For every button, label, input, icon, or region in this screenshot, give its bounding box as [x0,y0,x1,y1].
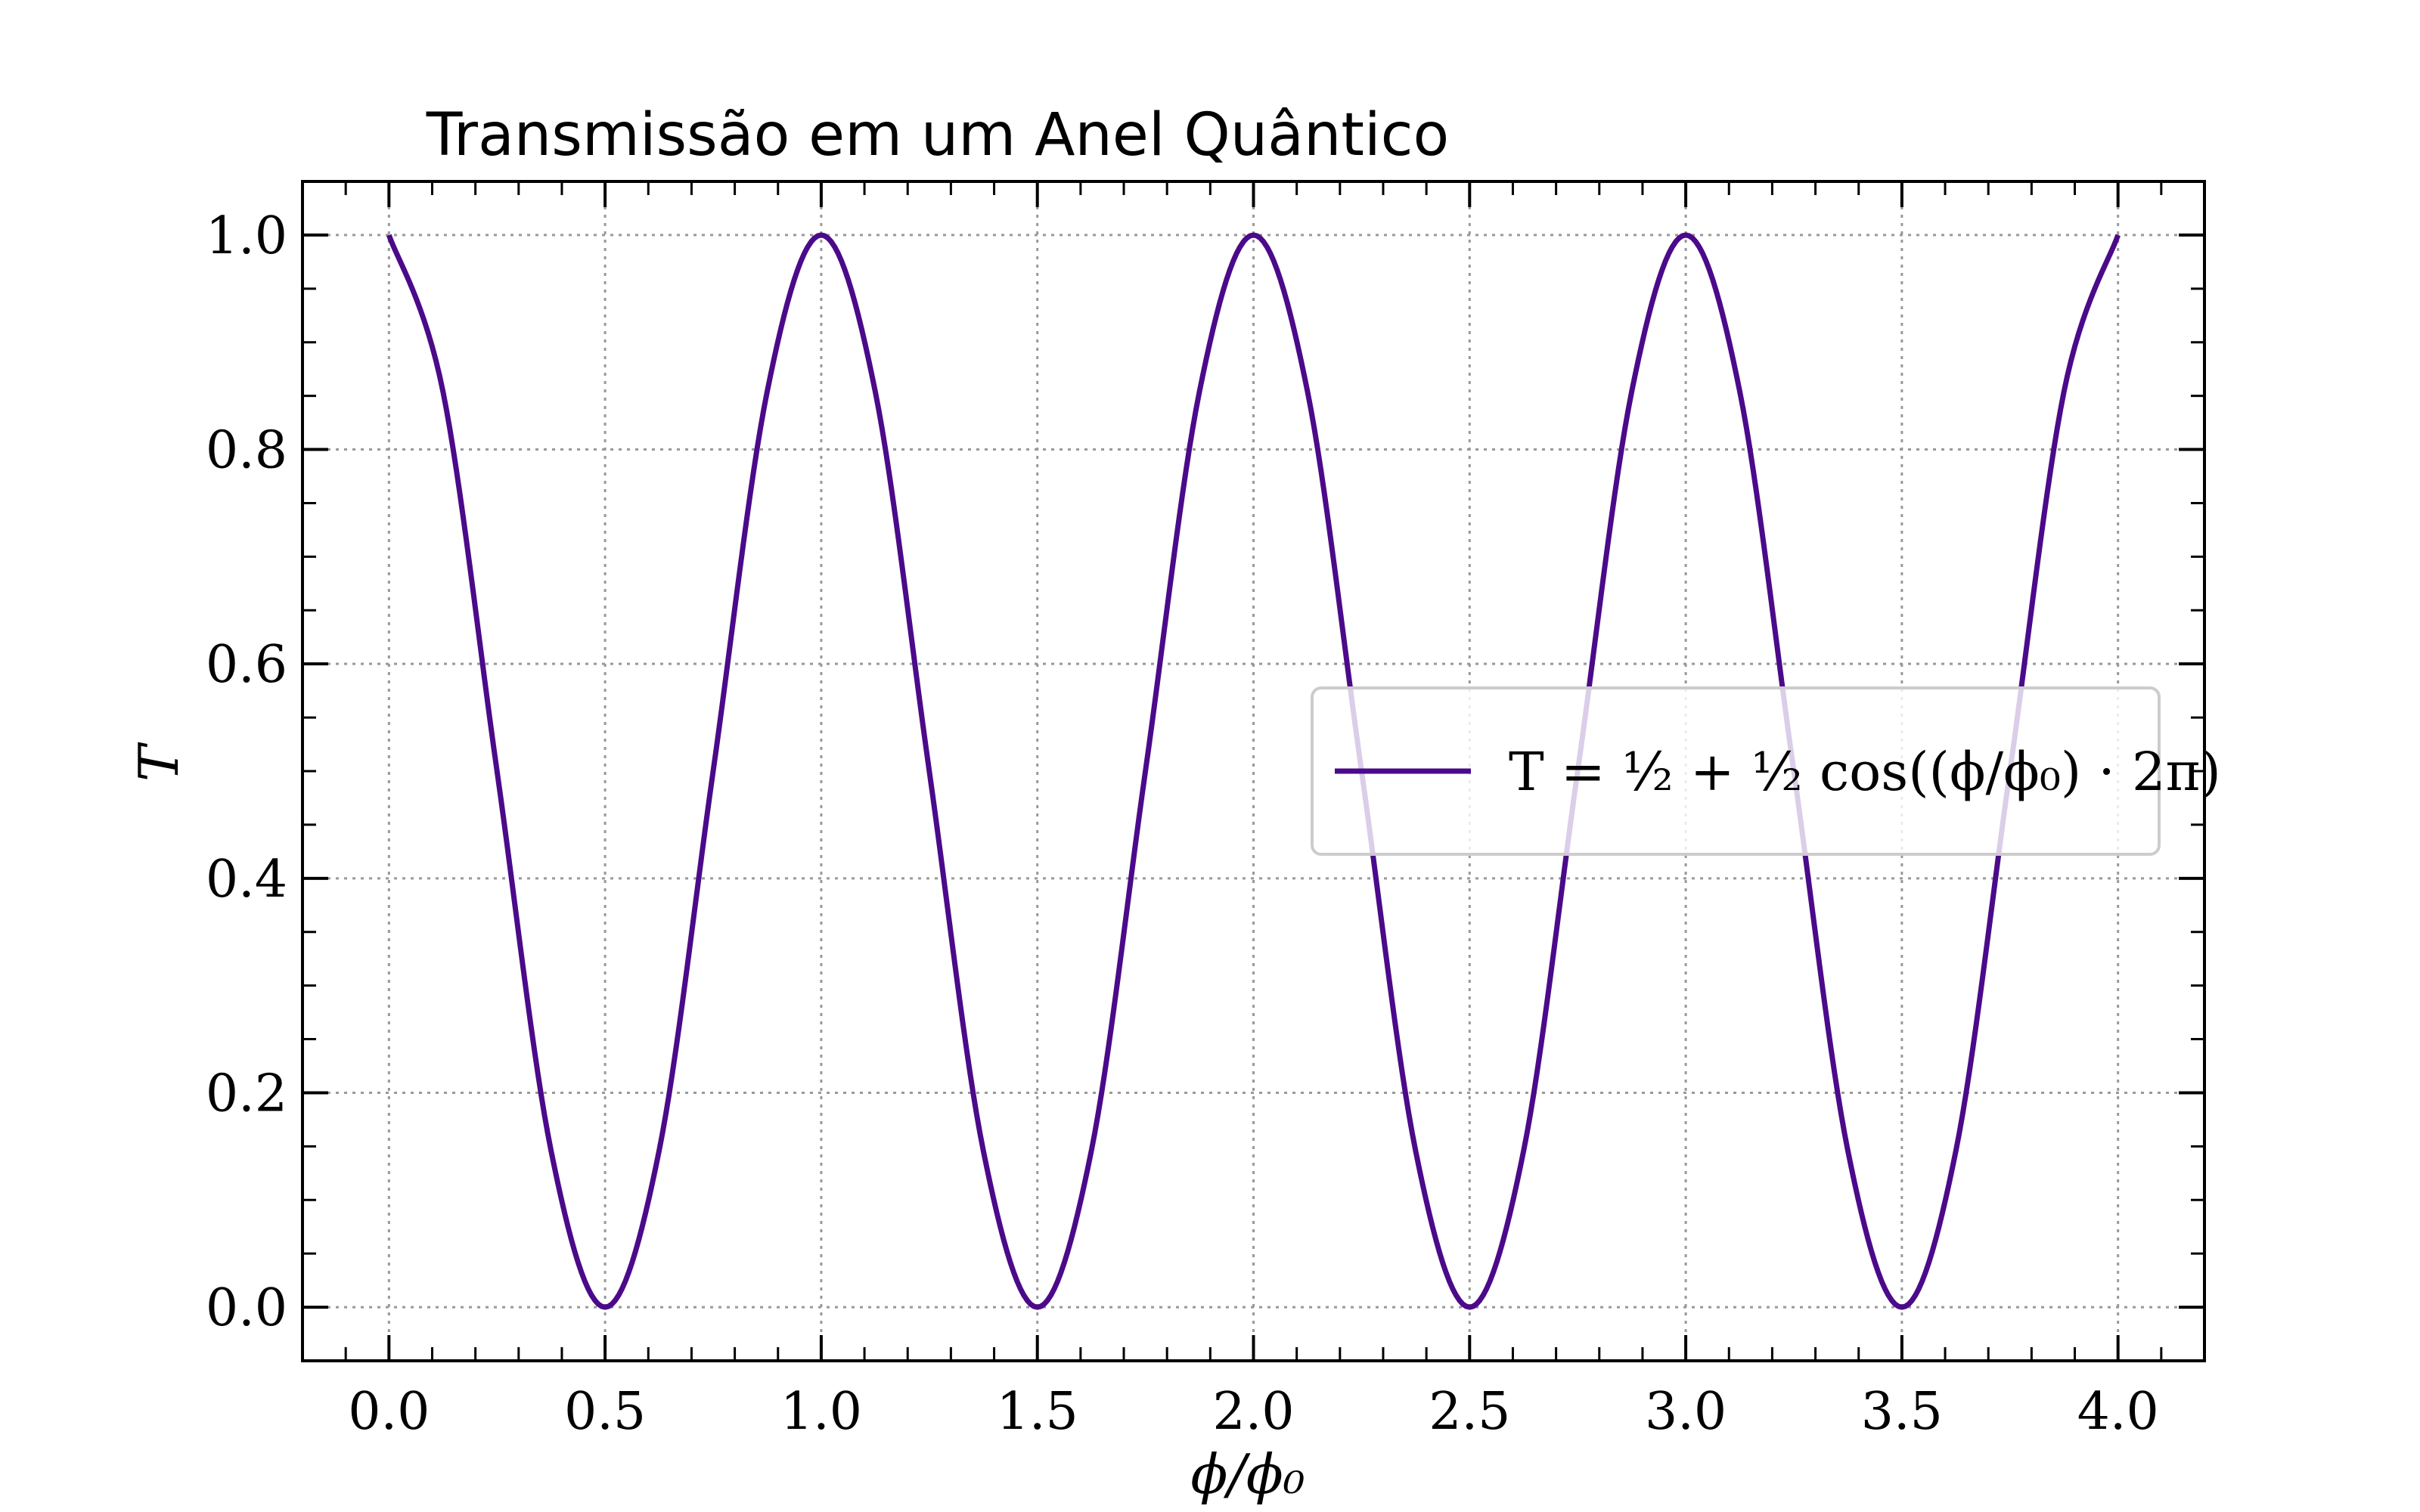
x-tick-label: 4.0 [2077,1382,2159,1442]
legend: T = ½ + ½ cos((ϕ/ϕ₀) · 2π) [1311,686,2221,856]
x-tick-label: 0.0 [348,1382,430,1442]
y-tick-label: 0.8 [206,421,287,481]
x-tick-label: 2.5 [1429,1382,1510,1442]
grid [302,181,2204,1361]
x-tick-label: 1.5 [997,1382,1078,1442]
y-tick-label: 0.0 [206,1278,287,1338]
legend-box [1311,686,2161,856]
y-tick-label: 1.0 [206,206,287,266]
x-tick-label: 2.0 [1212,1382,1294,1442]
y-axis-label: T [127,742,191,782]
x-tick-label: 1.0 [780,1382,862,1442]
x-tick-label: 3.0 [1645,1382,1727,1442]
legend-label: T = ½ + ½ cos((ϕ/ϕ₀) · 2π) [1509,741,2221,803]
plot-area [386,232,2121,1310]
ticks: 0.0 0.5 1.0 1.5 2.0 2.5 3.0 3.5 4.0 0.0 0.2 0.4 0.6 0… [206,181,2206,1442]
y-tick-label: 0.6 [206,635,287,695]
x-tick-label: 3.5 [1861,1382,1943,1442]
y-tick-label: 0.4 [206,850,287,909]
x-tick-label: 0.5 [564,1382,646,1442]
x-axis-label: ϕ/ϕ₀ [1190,1442,1305,1506]
axes-frame [301,180,2206,1362]
chart-title: Transmissão em um Anel Quântico [426,101,1450,169]
y-tick-label: 0.2 [206,1064,287,1123]
series-line [386,232,2121,1310]
